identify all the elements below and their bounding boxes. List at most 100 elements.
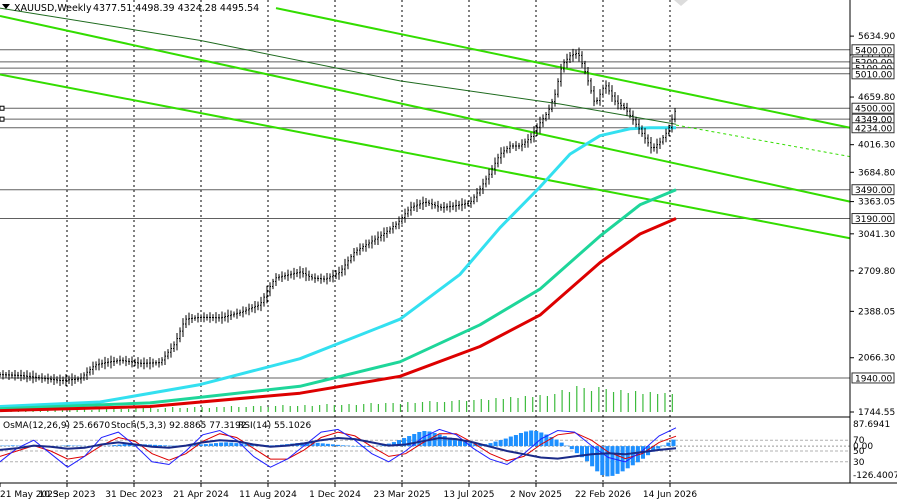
scroll-shift-icon[interactable] (674, 0, 688, 6)
osma-histogram-bar (76, 445, 81, 447)
osma-histogram-bar (244, 444, 249, 447)
osma-histogram-bar (524, 431, 529, 447)
level-label-box (851, 372, 895, 384)
symbol-dropdown-icon[interactable] (2, 4, 10, 9)
oscillator-subwindow (0, 427, 850, 477)
osma-histogram-bar (10, 445, 15, 447)
osma-histogram-bar (549, 437, 554, 447)
osma-histogram-bar (651, 446, 656, 452)
osma-histogram-bar (341, 445, 346, 447)
osma-histogram-bar (625, 446, 630, 469)
osma-histogram-bar (305, 442, 310, 447)
horizontal-levels (0, 49, 850, 379)
osma-histogram-bar (559, 442, 564, 447)
osma-histogram-bar (346, 445, 351, 447)
rsi-indicator-label: RSI(14) 55.1026 (238, 421, 311, 431)
level-label-box (851, 213, 895, 225)
osma-histogram-bar (544, 434, 549, 447)
osma-histogram-bar (203, 444, 208, 447)
osma-histogram-bar (656, 446, 661, 449)
osma-histogram-bar (630, 446, 635, 466)
time-tick-label: 31 Dec 2023 (105, 490, 163, 500)
oscillator-level-label: 70 (853, 436, 865, 446)
level-label-box (851, 68, 895, 80)
time-tick-label: 2 Nov 2025 (510, 490, 562, 500)
time-tick-label: 11 Aug 2024 (239, 490, 297, 500)
level-label-box (851, 122, 895, 134)
osma-histogram-bar (66, 445, 71, 447)
osma-histogram-bar (127, 443, 132, 447)
osma-histogram-bar (422, 430, 427, 447)
osma-histogram-bar (219, 442, 224, 447)
osma-histogram-bar (620, 446, 625, 472)
rsi-line (0, 436, 677, 460)
chart-symbol-label: XAUUSD,Weekly (14, 3, 92, 14)
level-label-box (851, 44, 895, 56)
osma-histogram-bar (356, 446, 361, 447)
osma-histogram-bar (229, 442, 234, 447)
time-tick-label: 23 Mar 2025 (373, 490, 430, 500)
time-tick-label: 10 Sep 2023 (38, 490, 95, 500)
price-axis: 5634.90 5313.05 4659.80 4016.30 3684.80 3363.… (850, 32, 895, 418)
moving-averages (0, 7, 677, 413)
osma-histogram-bar (508, 436, 513, 447)
level-label: 4349.00 (855, 116, 892, 126)
oscillator-max-label: 87.6941 (853, 420, 890, 430)
osma-histogram-bar (488, 443, 493, 447)
price-tick-label: 2066.30 (858, 354, 895, 364)
osma-histogram-bar (208, 443, 213, 447)
level-labels: 5400.005200.005100.005010.004500.004349.… (851, 44, 895, 384)
osma-histogram-bar (71, 445, 76, 447)
osma-histogram-bar (569, 446, 574, 450)
oscillator-zero-label: 0.00 (853, 442, 873, 452)
trend-channel-line (0, 73, 851, 240)
osma-histogram-bar (112, 445, 117, 447)
osma-histogram-bar (473, 444, 478, 447)
osma-histogram-bar (595, 446, 600, 472)
osma-indicator-label: OsMA(12,26,9) 25.6670 (3, 421, 110, 431)
osma-histogram-bar (579, 446, 585, 458)
osma-histogram-bar (15, 445, 20, 447)
osma-histogram-bar (122, 444, 127, 447)
time-tick-label: 13 Jul 2025 (444, 490, 495, 500)
level-label: 1940.00 (855, 374, 892, 384)
stoch-d-line (0, 431, 677, 462)
oscillator-level-label: 50 (853, 447, 865, 457)
trend-channel-line (0, 15, 851, 203)
osma-histogram-bar (234, 443, 239, 447)
osma-histogram-bar (407, 436, 412, 447)
moving-average-line (0, 7, 677, 125)
osma-histogram-bar (366, 446, 371, 447)
osma-histogram-bar (452, 439, 457, 447)
level-label: 3490.00 (855, 186, 892, 196)
osma-histogram-bar (590, 446, 595, 467)
osma-histogram-bar (605, 446, 610, 477)
osma-histogram-bar (163, 445, 168, 447)
price-tick-label: 5313.05 (858, 51, 895, 61)
osma-histogram-bar (529, 430, 534, 447)
osma-histogram-bar (574, 446, 579, 454)
osma-histogram-bar (417, 431, 422, 447)
moving-average-line (0, 188, 677, 411)
osma-histogram-bar (666, 442, 671, 447)
osma-histogram-bar (402, 438, 407, 447)
osma-histogram-bar (468, 443, 473, 447)
osma-histogram-bar (376, 445, 381, 447)
osma-histogram-bar (391, 442, 396, 447)
osma-histogram-bar (351, 446, 356, 447)
trend-channel-line (275, 7, 851, 129)
moving-average-line (0, 217, 677, 413)
osma-histogram-bar (224, 442, 229, 447)
osma-histogram-bar (5, 445, 10, 447)
price-tick-label: 2709.80 (858, 267, 895, 277)
moving-average-line (0, 126, 677, 408)
osma-histogram-bar (457, 440, 463, 447)
price-tick-label: 5634.90 (858, 32, 895, 42)
price-tick-label: 4659.80 (858, 93, 895, 103)
osma-histogram-bar (478, 444, 483, 447)
price-tick-label: 4016.30 (858, 141, 895, 151)
